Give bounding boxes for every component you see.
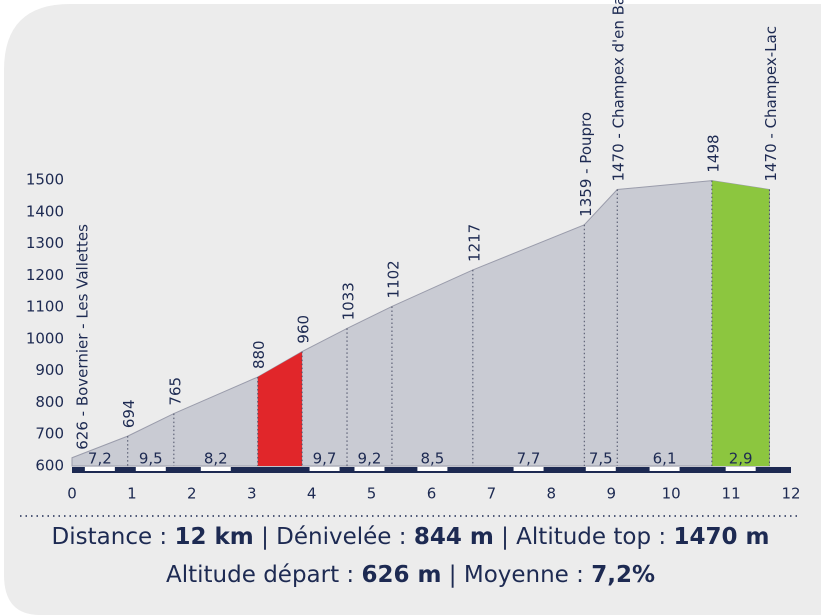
y-tick-label: 700 <box>35 425 64 443</box>
point-label: 1033 <box>340 282 358 320</box>
highlight-segment <box>257 351 303 466</box>
gradient-label: 7,7 <box>517 450 541 468</box>
x-tick-label: 8 <box>547 485 557 503</box>
x-tick-label: 12 <box>781 485 800 503</box>
separator: | <box>448 562 457 588</box>
gradient-label: 9,5 <box>139 450 163 468</box>
stat-value: 844 m <box>413 524 494 550</box>
gradient-label-bg <box>513 467 544 471</box>
separator: | <box>501 524 509 550</box>
point-label: 1470 - Champex d'en Bas <box>610 0 628 182</box>
point-label: 1470 - Champex-Lac <box>762 26 780 181</box>
x-tick-label: 2 <box>187 485 197 503</box>
y-tick-label: 1400 <box>26 202 64 220</box>
gradient-label-bg <box>200 467 231 471</box>
point-label: 1359 - Poupro <box>577 112 595 217</box>
y-tick-label: 600 <box>35 457 64 475</box>
stat-value: 626 m <box>361 562 442 588</box>
x-tick-label: 9 <box>606 485 616 503</box>
y-tick-label: 1300 <box>26 234 64 252</box>
separator: | <box>261 524 269 550</box>
stat-label: Altitude départ : <box>166 562 355 588</box>
gradient-label: 9,7 <box>313 450 337 468</box>
x-tick-label: 10 <box>662 485 681 503</box>
gradient-label-bg <box>84 467 115 471</box>
x-tick-label: 7 <box>487 485 497 503</box>
x-tick-label: 3 <box>247 485 257 503</box>
gradient-label-bg <box>725 467 756 471</box>
point-label: 1498 <box>704 134 722 172</box>
stat-value: 7,2% <box>591 562 655 588</box>
point-label: 626 - Bovernier - Les Vallettes <box>73 224 91 450</box>
x-tick-label: 11 <box>722 485 741 503</box>
highlight-segment <box>711 180 770 466</box>
x-tick-label: 5 <box>367 485 377 503</box>
point-label: 880 <box>250 340 268 369</box>
stat-value: 12 km <box>174 524 254 550</box>
y-tick-label: 1200 <box>26 266 64 284</box>
gradient-label-bg <box>309 467 340 471</box>
gradient-label-bg <box>354 467 385 471</box>
point-label: 1217 <box>465 224 483 262</box>
gradient-label-bg <box>417 467 448 471</box>
y-tick-label: 1500 <box>26 171 64 189</box>
x-tick-label: 0 <box>67 485 77 503</box>
gradient-label-bg <box>585 467 616 471</box>
gradient-label-bg <box>135 467 166 471</box>
gradient-label-bg <box>649 467 680 471</box>
stat-label: Dénivelée : <box>276 524 407 550</box>
gradient-label: 9,2 <box>358 450 382 468</box>
stat-value: 1470 m <box>673 524 770 550</box>
point-label: 1102 <box>384 260 402 298</box>
stat-label: Moyenne : <box>463 562 584 588</box>
point-label: 694 <box>120 399 138 428</box>
point-label: 765 <box>166 377 184 406</box>
stat-label: Altitude top : <box>516 524 667 550</box>
footer-line: Altitude départ : 626 m | Moyenne : 7,2% <box>0 562 821 588</box>
gradient-label: 2,9 <box>729 450 753 468</box>
y-tick-label: 1100 <box>26 298 64 316</box>
point-label: 960 <box>295 315 313 344</box>
footer-line: Distance : 12 km | Dénivelée : 844 m | A… <box>0 524 821 550</box>
y-tick-label: 1000 <box>26 329 64 347</box>
gradient-label: 6,1 <box>653 450 677 468</box>
x-tick-label: 1 <box>127 485 137 503</box>
gradient-label: 7,2 <box>88 450 112 468</box>
y-tick-label: 900 <box>35 361 64 379</box>
x-tick-label: 6 <box>427 485 437 503</box>
gradient-label: 8,2 <box>204 450 228 468</box>
gradient-label: 7,5 <box>589 450 613 468</box>
y-tick-label: 800 <box>35 393 64 411</box>
x-tick-label: 4 <box>307 485 317 503</box>
gradient-label: 8,5 <box>420 450 444 468</box>
stat-label: Distance : <box>51 524 168 550</box>
